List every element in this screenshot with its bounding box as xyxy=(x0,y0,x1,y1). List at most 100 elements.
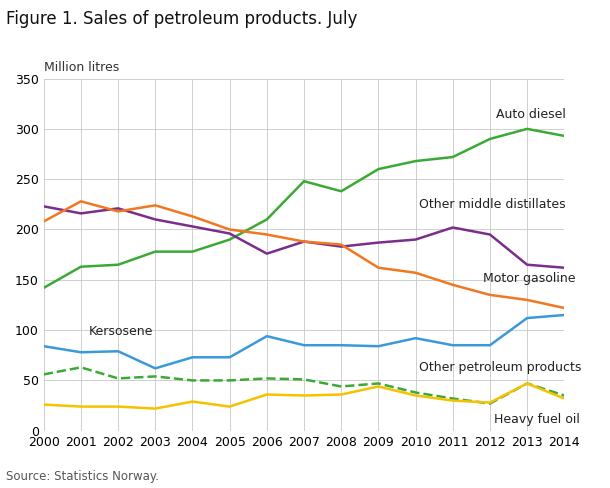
Text: Motor gasoline: Motor gasoline xyxy=(483,272,575,285)
Motor gasoline xyxy=(561,305,568,311)
Heavy fuel oil xyxy=(449,398,456,404)
Motor gasoline xyxy=(77,199,85,204)
Motor gasoline xyxy=(486,292,493,298)
Other middle distillates xyxy=(375,240,382,245)
Line: Auto diesel: Auto diesel xyxy=(44,129,564,288)
Kersosene xyxy=(263,333,270,339)
Other middle distillates xyxy=(561,265,568,271)
Motor gasoline xyxy=(189,213,196,219)
Other petroleum products xyxy=(375,381,382,386)
Other petroleum products xyxy=(115,375,122,381)
Heavy fuel oil xyxy=(300,392,307,398)
Auto diesel xyxy=(561,133,568,139)
Other middle distillates xyxy=(523,262,531,267)
Text: Other petroleum products: Other petroleum products xyxy=(419,362,582,374)
Other middle distillates xyxy=(300,239,307,244)
Auto diesel xyxy=(300,178,307,184)
Other petroleum products xyxy=(523,381,531,386)
Text: Heavy fuel oil: Heavy fuel oil xyxy=(493,413,580,426)
Other middle distillates xyxy=(412,237,419,243)
Auto diesel xyxy=(375,166,382,172)
Other petroleum products xyxy=(412,389,419,395)
Kersosene xyxy=(486,342,493,348)
Heavy fuel oil xyxy=(412,392,419,398)
Auto diesel xyxy=(412,158,419,164)
Motor gasoline xyxy=(152,203,159,208)
Other middle distillates xyxy=(77,210,85,216)
Other petroleum products xyxy=(226,378,233,384)
Other middle distillates xyxy=(189,224,196,229)
Other middle distillates xyxy=(152,217,159,223)
Line: Other petroleum products: Other petroleum products xyxy=(44,367,564,404)
Motor gasoline xyxy=(40,219,48,224)
Kersosene xyxy=(523,315,531,321)
Text: Kersosene: Kersosene xyxy=(88,325,152,338)
Auto diesel xyxy=(449,154,456,160)
Kersosene xyxy=(40,343,48,349)
Heavy fuel oil xyxy=(226,404,233,409)
Motor gasoline xyxy=(375,265,382,271)
Motor gasoline xyxy=(300,239,307,244)
Other petroleum products xyxy=(189,378,196,384)
Heavy fuel oil xyxy=(263,391,270,397)
Motor gasoline xyxy=(412,270,419,276)
Other middle distillates xyxy=(337,244,345,249)
Other petroleum products xyxy=(152,373,159,379)
Heavy fuel oil xyxy=(523,381,531,386)
Auto diesel xyxy=(189,249,196,255)
Heavy fuel oil xyxy=(40,402,48,407)
Kersosene xyxy=(115,348,122,354)
Kersosene xyxy=(77,349,85,355)
Line: Other middle distillates: Other middle distillates xyxy=(44,206,564,268)
Kersosene xyxy=(300,342,307,348)
Auto diesel xyxy=(263,217,270,223)
Kersosene xyxy=(561,312,568,318)
Auto diesel xyxy=(115,262,122,267)
Other petroleum products xyxy=(300,377,307,383)
Heavy fuel oil xyxy=(486,400,493,406)
Other middle distillates xyxy=(263,251,270,257)
Other middle distillates xyxy=(40,203,48,209)
Text: Figure 1. Sales of petroleum products. July: Figure 1. Sales of petroleum products. J… xyxy=(6,10,357,28)
Other petroleum products xyxy=(77,365,85,370)
Kersosene xyxy=(412,335,419,341)
Motor gasoline xyxy=(263,232,270,238)
Text: Auto diesel: Auto diesel xyxy=(495,108,565,121)
Auto diesel xyxy=(152,249,159,255)
Text: Million litres: Million litres xyxy=(44,61,119,74)
Motor gasoline xyxy=(337,242,345,247)
Line: Kersosene: Kersosene xyxy=(44,315,564,368)
Motor gasoline xyxy=(115,208,122,214)
Auto diesel xyxy=(523,126,531,132)
Other petroleum products xyxy=(337,384,345,389)
Auto diesel xyxy=(77,264,85,270)
Other petroleum products xyxy=(449,396,456,402)
Text: Source: Statistics Norway.: Source: Statistics Norway. xyxy=(6,470,159,483)
Other middle distillates xyxy=(226,231,233,237)
Auto diesel xyxy=(226,237,233,243)
Other middle distillates xyxy=(449,224,456,230)
Heavy fuel oil xyxy=(561,396,568,402)
Heavy fuel oil xyxy=(337,391,345,397)
Motor gasoline xyxy=(449,282,456,288)
Kersosene xyxy=(152,366,159,371)
Kersosene xyxy=(189,354,196,360)
Heavy fuel oil xyxy=(115,404,122,409)
Other petroleum products xyxy=(561,392,568,398)
Other petroleum products xyxy=(40,371,48,377)
Heavy fuel oil xyxy=(152,406,159,411)
Heavy fuel oil xyxy=(375,384,382,389)
Kersosene xyxy=(375,343,382,349)
Auto diesel xyxy=(486,136,493,142)
Kersosene xyxy=(449,342,456,348)
Auto diesel xyxy=(40,285,48,291)
Kersosene xyxy=(226,354,233,360)
Line: Motor gasoline: Motor gasoline xyxy=(44,202,564,308)
Heavy fuel oil xyxy=(189,399,196,405)
Other petroleum products xyxy=(263,375,270,381)
Heavy fuel oil xyxy=(77,404,85,409)
Motor gasoline xyxy=(226,226,233,232)
Auto diesel xyxy=(337,188,345,194)
Kersosene xyxy=(337,342,345,348)
Other middle distillates xyxy=(486,232,493,238)
